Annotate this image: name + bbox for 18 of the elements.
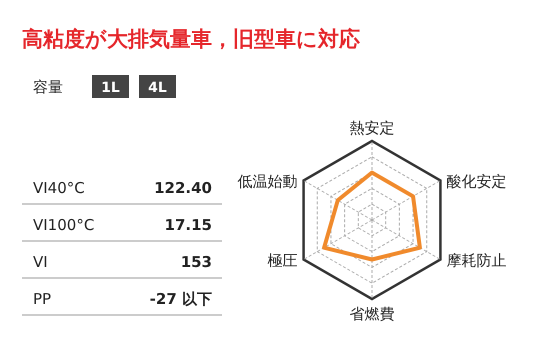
spoke-label: 酸化安定 (446, 172, 506, 190)
text: 153 (180, 253, 212, 271)
spoke-label: 極圧 (268, 252, 298, 270)
spoke-label: 摩耗防止 (446, 252, 506, 270)
text: VI (33, 253, 48, 271)
text: VI100°C (33, 216, 94, 234)
spoke-label: 低温始動 (238, 172, 298, 190)
text: 17.15 (164, 216, 212, 234)
text: 容量 (33, 78, 63, 96)
spoke-label: 省燃費 (350, 305, 394, 323)
text: 4L (148, 80, 167, 96)
chart-title: 高粘度が大排気量車，旧型車に対応 (22, 27, 360, 51)
text: PP (33, 290, 52, 308)
text: -27 以下 (150, 290, 212, 308)
text: 122.40 (154, 179, 212, 197)
text: 1L (101, 80, 120, 96)
text: VI40°C (33, 179, 85, 197)
spoke-label: 熱安定 (350, 119, 394, 137)
